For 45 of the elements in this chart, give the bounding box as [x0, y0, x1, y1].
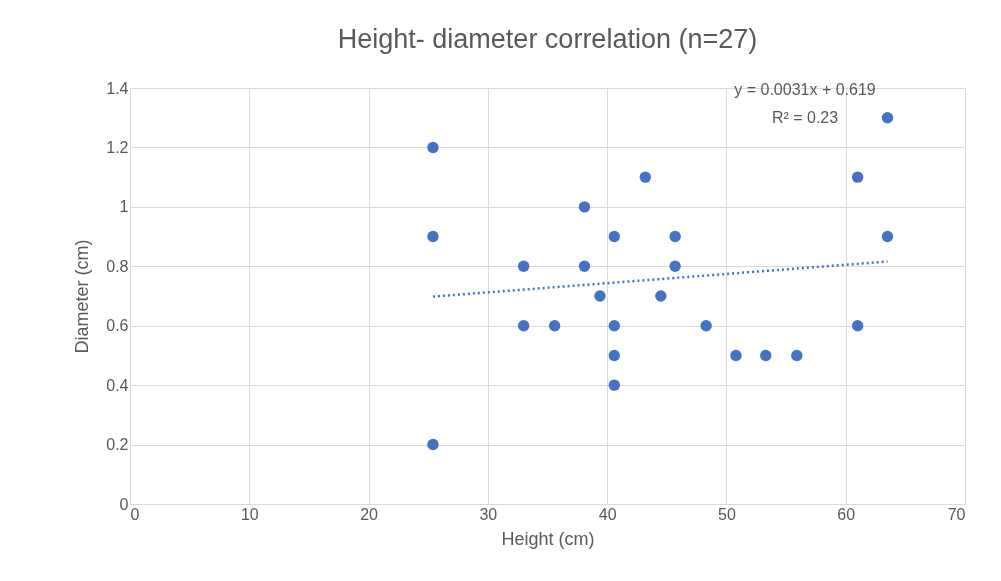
chart-title: Height- diameter correlation (n=27) — [337, 24, 758, 54]
x-axis-title: Height (cm) — [501, 528, 595, 549]
point — [427, 141, 439, 154]
x-tick-label: 30 — [479, 505, 498, 523]
point — [881, 112, 894, 124]
point — [427, 438, 439, 451]
point — [700, 320, 712, 332]
annotation: R² = 0.23 — [771, 109, 839, 126]
y-axis-title: Diameter (cm) — [72, 239, 93, 354]
annotation: y = 0.0031x + 0.619 — [734, 81, 876, 98]
point — [669, 260, 681, 272]
x-tick-label: 20 — [360, 505, 379, 523]
point — [594, 290, 606, 302]
y-tick-label: 1.4 — [106, 79, 129, 97]
point — [669, 230, 681, 243]
point — [608, 320, 620, 332]
point — [517, 320, 530, 332]
point — [608, 349, 620, 362]
y-tick-label: 1.2 — [106, 138, 129, 156]
point — [851, 171, 864, 183]
point — [760, 349, 772, 362]
point — [578, 201, 591, 213]
x-tick-label: 40 — [598, 505, 617, 523]
point — [548, 320, 561, 332]
point — [427, 230, 439, 243]
y-tick-label: 0.6 — [106, 317, 129, 335]
y-tick-label: 1 — [119, 198, 129, 216]
point — [730, 349, 742, 362]
x-tick-label: 70 — [947, 505, 966, 523]
x-tick-label: 50 — [718, 505, 736, 523]
point — [881, 230, 894, 243]
y-tick-label: 0.2 — [106, 436, 129, 454]
point — [608, 230, 620, 243]
point — [608, 379, 620, 391]
point — [517, 260, 530, 272]
x-tick-label: 10 — [240, 505, 259, 523]
point — [791, 349, 803, 362]
point — [578, 260, 591, 272]
x-tick-label: 60 — [837, 505, 856, 523]
x-tick-label: 0 — [130, 505, 140, 523]
y-tick-label: 0.8 — [106, 257, 129, 275]
point — [639, 171, 652, 183]
point — [851, 320, 864, 332]
point — [655, 290, 667, 302]
y-tick-label: 0.4 — [106, 376, 129, 394]
